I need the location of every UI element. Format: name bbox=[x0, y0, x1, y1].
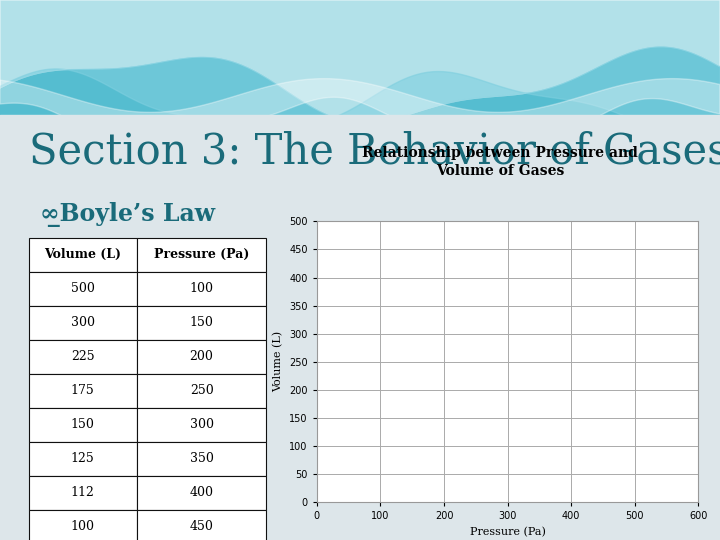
Text: ∞̲Boyle’s Law: ∞̲Boyle’s Law bbox=[40, 202, 215, 227]
Text: 350: 350 bbox=[189, 452, 214, 465]
Text: 112: 112 bbox=[71, 486, 95, 500]
FancyBboxPatch shape bbox=[29, 238, 137, 272]
Text: 150: 150 bbox=[71, 418, 95, 431]
Text: 250: 250 bbox=[190, 384, 213, 397]
FancyBboxPatch shape bbox=[29, 408, 137, 442]
FancyBboxPatch shape bbox=[29, 510, 137, 540]
FancyBboxPatch shape bbox=[137, 306, 266, 340]
FancyBboxPatch shape bbox=[29, 272, 137, 306]
Text: 150: 150 bbox=[189, 316, 214, 329]
FancyBboxPatch shape bbox=[29, 442, 137, 476]
Y-axis label: Volume (L): Volume (L) bbox=[274, 331, 284, 393]
Text: 100: 100 bbox=[189, 282, 214, 295]
Text: 400: 400 bbox=[189, 486, 214, 500]
Text: 175: 175 bbox=[71, 384, 94, 397]
Text: Section 3: The Behavior of Gases: Section 3: The Behavior of Gases bbox=[29, 131, 720, 173]
X-axis label: Pressure (Pa): Pressure (Pa) bbox=[469, 527, 546, 537]
FancyBboxPatch shape bbox=[137, 510, 266, 540]
Text: 100: 100 bbox=[71, 520, 95, 534]
Text: Volume (L): Volume (L) bbox=[45, 248, 121, 261]
Text: Pressure (Pa): Pressure (Pa) bbox=[154, 248, 249, 261]
Text: 200: 200 bbox=[189, 350, 214, 363]
Text: 225: 225 bbox=[71, 350, 94, 363]
Text: 300: 300 bbox=[189, 418, 214, 431]
FancyBboxPatch shape bbox=[137, 272, 266, 306]
FancyBboxPatch shape bbox=[137, 238, 266, 272]
Text: Relationship between Pressure and
Volume of Gases: Relationship between Pressure and Volume… bbox=[362, 146, 639, 178]
FancyBboxPatch shape bbox=[29, 340, 137, 374]
FancyBboxPatch shape bbox=[29, 374, 137, 408]
FancyBboxPatch shape bbox=[137, 408, 266, 442]
FancyBboxPatch shape bbox=[137, 476, 266, 510]
Text: 300: 300 bbox=[71, 316, 95, 329]
Text: 500: 500 bbox=[71, 282, 95, 295]
Text: 125: 125 bbox=[71, 452, 94, 465]
FancyBboxPatch shape bbox=[29, 476, 137, 510]
FancyBboxPatch shape bbox=[137, 374, 266, 408]
Text: 450: 450 bbox=[189, 520, 214, 534]
FancyBboxPatch shape bbox=[137, 442, 266, 476]
FancyBboxPatch shape bbox=[137, 340, 266, 374]
FancyBboxPatch shape bbox=[29, 306, 137, 340]
